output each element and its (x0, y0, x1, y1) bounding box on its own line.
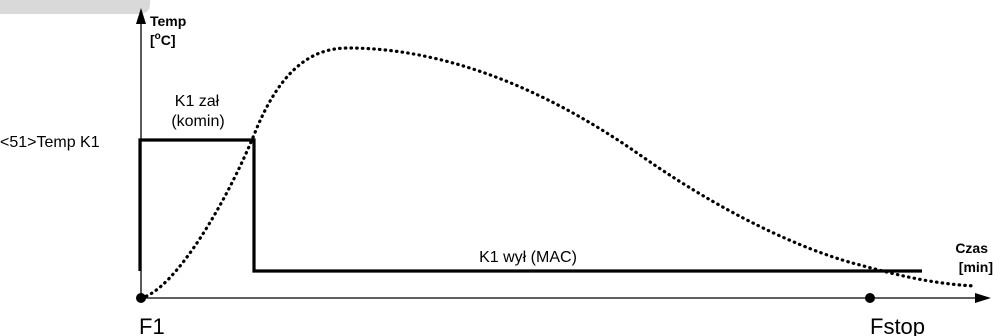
k1-on-sublabel: (komin) (171, 113, 224, 130)
k1-state-line (138, 138, 922, 273)
k1-off-label: K1 wył (MAC) (479, 249, 577, 266)
stop-point-marker (865, 293, 875, 303)
y-axis-arrow (136, 8, 146, 24)
start-point-label: F1 (139, 314, 165, 336)
temperature-curve (139, 46, 977, 300)
y-axis-label-unit: [oC] (150, 31, 176, 48)
x-axis-arrow (975, 293, 991, 303)
corner-tab (0, 0, 150, 14)
x-axis-label-title: Czas (955, 240, 988, 256)
y-axis-label-title: Temp (150, 13, 186, 29)
k1-on-label: K1 zał (175, 93, 220, 110)
threshold-label: <51>Temp K1 (0, 134, 100, 151)
stop-point-label: Fstop (870, 314, 925, 336)
start-point-marker (136, 293, 146, 303)
x-axis-label-unit: [min] (959, 259, 993, 275)
